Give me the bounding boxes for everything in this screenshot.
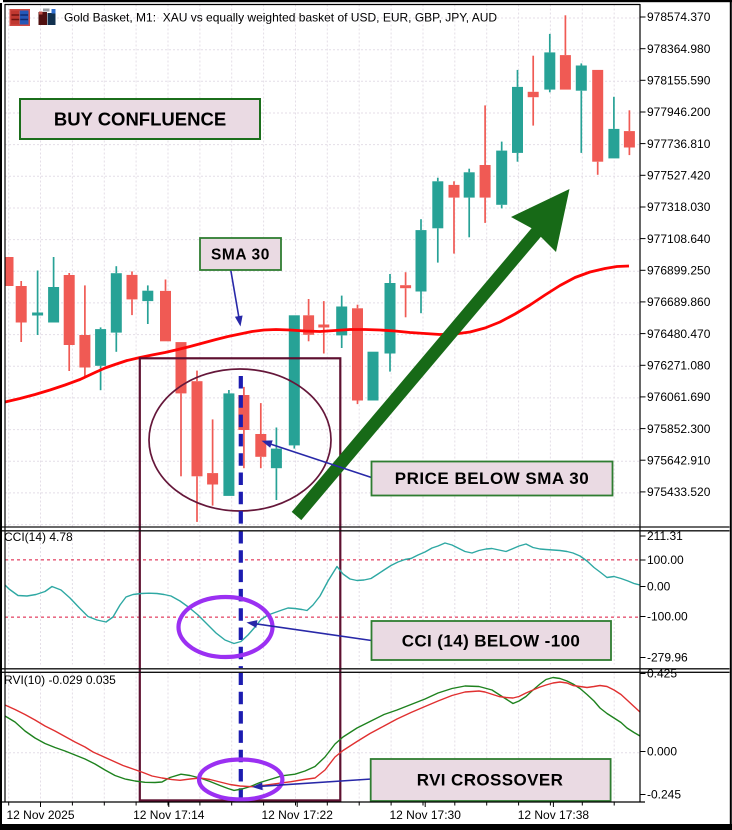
- svg-text:976271.080: 976271.080: [647, 359, 711, 373]
- svg-text:977318.030: 977318.030: [647, 200, 711, 214]
- svg-text:976061.690: 976061.690: [647, 390, 711, 404]
- svg-text:-0.245: -0.245: [647, 788, 681, 802]
- svg-text:977736.810: 977736.810: [647, 137, 711, 151]
- svg-text:100.00: 100.00: [647, 553, 684, 567]
- svg-text:12 Nov 17:38: 12 Nov 17:38: [518, 808, 590, 822]
- svg-text:975433.520: 975433.520: [647, 485, 711, 499]
- svg-text:975852.300: 975852.300: [647, 422, 711, 436]
- svg-text:BUY CONFLUENCE: BUY CONFLUENCE: [54, 109, 226, 130]
- svg-text:-100.00: -100.00: [647, 610, 688, 624]
- svg-text:0.00: 0.00: [647, 580, 671, 594]
- svg-text:976689.860: 976689.860: [647, 295, 711, 309]
- svg-text:0.425: 0.425: [647, 667, 677, 681]
- svg-text:12 Nov 2025: 12 Nov 2025: [6, 808, 74, 822]
- svg-text:SMA 30: SMA 30: [211, 247, 270, 264]
- svg-text:976480.470: 976480.470: [647, 327, 711, 341]
- svg-text:978155.590: 978155.590: [647, 74, 711, 88]
- svg-text:211.31: 211.31: [647, 529, 683, 543]
- svg-text:977527.420: 977527.420: [647, 169, 711, 183]
- svg-text:RVI CROSSOVER: RVI CROSSOVER: [417, 771, 564, 790]
- svg-text:-279.96: -279.96: [647, 651, 688, 665]
- svg-text:975642.910: 975642.910: [647, 453, 711, 467]
- svg-text:PRICE BELOW SMA 30: PRICE BELOW SMA 30: [395, 469, 589, 488]
- svg-text:CCI (14) BELOW -100: CCI (14) BELOW -100: [402, 632, 581, 651]
- svg-text:976899.250: 976899.250: [647, 264, 711, 278]
- svg-text:Gold Basket, M1: XAU vs equal: Gold Basket, M1: XAU vs equally weighted…: [64, 11, 497, 25]
- svg-text:977946.200: 977946.200: [647, 105, 711, 119]
- svg-text:12 Nov 17:30: 12 Nov 17:30: [390, 808, 462, 822]
- svg-text:977108.640: 977108.640: [647, 232, 711, 246]
- svg-text:978574.370: 978574.370: [647, 10, 711, 24]
- svg-text:RVI(10) -0.029 0.035: RVI(10) -0.029 0.035: [4, 673, 116, 687]
- svg-text:978364.980: 978364.980: [647, 42, 711, 56]
- svg-text:0.000: 0.000: [647, 745, 677, 759]
- svg-text:CCI(14) 4.78: CCI(14) 4.78: [4, 530, 73, 544]
- svg-text:12 Nov 17:22: 12 Nov 17:22: [262, 808, 334, 822]
- svg-text:12 Nov 17:14: 12 Nov 17:14: [133, 808, 205, 822]
